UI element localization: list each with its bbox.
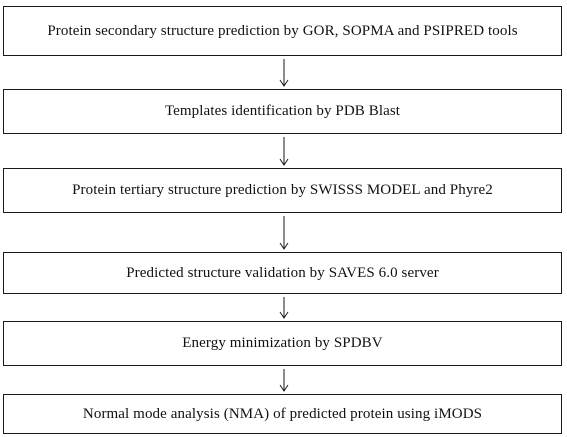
step-secondary-structure-prediction: Protein secondary structure prediction b… (3, 6, 562, 56)
step-label: Protein secondary structure prediction b… (47, 22, 518, 39)
step-label: Protein tertiary structure prediction by… (72, 182, 493, 198)
down-arrow-icon (274, 136, 294, 167)
step-label: Energy minimization by SPDBV (182, 335, 383, 351)
step-templates-identification: Templates identification by PDB Blast (3, 89, 562, 134)
step-label: Normal mode analysis (NMA) of predicted … (82, 405, 483, 422)
down-arrow-icon (274, 368, 294, 393)
step-normal-mode-analysis: Normal mode analysis (NMA) of predicted … (3, 394, 562, 434)
step-label: Predicted structure validation by SAVES … (126, 264, 439, 281)
down-arrow-icon (274, 296, 294, 320)
step-structure-validation: Predicted structure validation by SAVES … (3, 252, 562, 294)
step-label: Templates identification by PDB Blast (164, 103, 401, 119)
step-tertiary-structure-prediction: Protein tertiary structure prediction by… (3, 168, 562, 213)
down-arrow-icon (274, 58, 294, 88)
down-arrow-icon (274, 215, 294, 251)
step-energy-minimization: Energy minimization by SPDBV (3, 321, 562, 366)
